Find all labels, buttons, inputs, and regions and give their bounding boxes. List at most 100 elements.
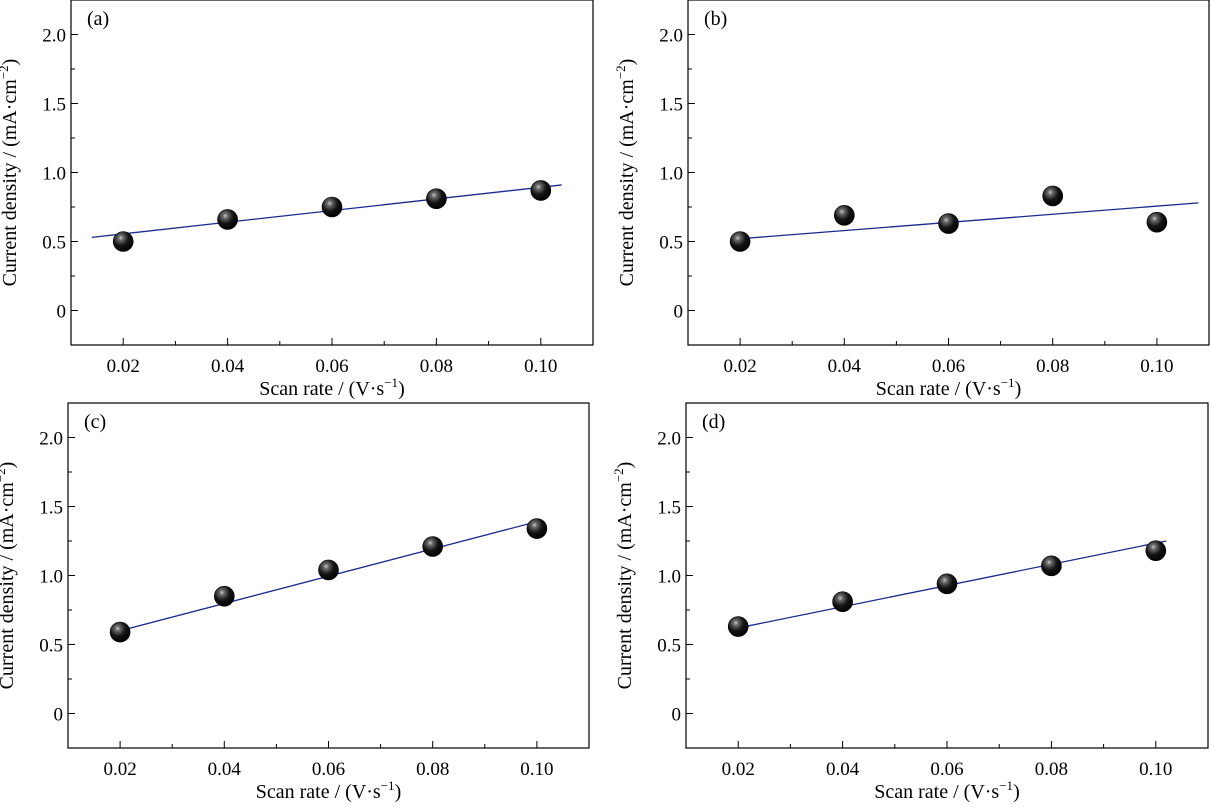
data-point [727,616,749,637]
y-tick-label: 1.5 [659,95,683,116]
x-tick-label: 0.02 [103,759,136,780]
data-point [1041,555,1062,577]
y-tick-label: 2.0 [42,26,66,47]
y-axis-title-sup: −2 [613,65,628,79]
x-axis-title-main: Scan rate / (V·s [259,378,384,400]
x-axis-title: Scan rate / (V·s−1) [874,778,1019,803]
y-tick-label: 0.5 [659,233,683,254]
x-axis-title-main: Scan rate / (V·s [876,378,1001,400]
y-tick-label: 1.5 [39,498,63,519]
x-axis-title: Scan rate / (V·s−1) [876,375,1021,400]
chart-panel-a: 0.02 0.04 0.06 0.08 0.10 0 0.5 1.0 1.5 2.0 (a) Scan… [0,0,594,400]
data-point [530,180,552,201]
x-tick-label: 0.10 [520,759,553,780]
y-axis-title: Current density / (mA·cm−2) [0,462,18,690]
data-point [1145,540,1167,561]
x-tick-label: 0.10 [1140,356,1173,377]
x-tick-label: 0.08 [416,759,449,780]
y-tick-label: 2.0 [39,429,63,450]
y-tick-label: 1.0 [42,164,66,185]
chart-panel-c: 0.02 0.04 0.06 0.08 0.10 0 0.5 1.0 1.5 2.0 (c) Scan… [0,402,590,803]
x-tick-label: 0.02 [723,356,756,377]
y-tick-label: 0.5 [39,636,63,657]
data-point [112,231,134,252]
y-tick-label: 0 [54,705,64,726]
x-tick-label: 0.02 [107,356,140,377]
x-tick-label: 0.06 [312,759,345,780]
chart-panel-d: 0.02 0.04 0.06 0.08 0.10 0 0.5 1.0 1.5 2.0 (d) Scan… [611,402,1209,803]
y-tick-label: 0.5 [42,233,66,254]
data-point [1146,211,1168,233]
data-point [832,591,853,613]
data-point [526,518,548,539]
data-point [936,573,958,595]
panel-label: (c) [84,411,106,433]
x-axis-title-end: ) [395,781,402,803]
x-tick-label: 0.08 [1036,356,1069,377]
y-tick-label: 2.0 [659,26,683,47]
y-axis-title-end: ) [614,462,636,469]
y-axis-title-main: Current density / (mA·cm [614,482,636,690]
x-axis-title-sup: −1 [381,778,395,793]
y-tick-label: 0 [672,705,682,726]
y-axis-title-sup: −2 [611,468,626,482]
x-tick-label: 0.04 [828,356,862,377]
data-point [422,536,444,557]
x-tick-label: 0.04 [826,759,860,780]
x-tick-label: 0.06 [932,356,965,377]
data-point [109,621,131,643]
y-tick-label: 0 [57,302,67,323]
y-tick-label: 1.0 [657,567,681,588]
y-tick-label: 2.0 [657,429,681,450]
x-tick-label: 0.04 [208,759,242,780]
panel-label: (b) [704,8,727,30]
panel-label: (d) [702,411,725,433]
y-axis-title-end: ) [0,59,21,66]
data-point [214,585,235,607]
x-tick-label: 0.08 [420,356,453,377]
x-axis-title: Scan rate / (V·s−1) [256,778,401,803]
y-tick-label: 1.5 [657,498,681,519]
x-tick-label: 0.10 [1139,759,1172,780]
data-point [426,188,447,210]
data-point [217,209,238,230]
data-point [833,204,855,226]
data-point [729,231,751,252]
fit-line [740,202,1199,240]
x-axis-title-sup: −1 [999,778,1013,793]
plot-frame [70,0,594,346]
x-axis-title-end: ) [1015,378,1022,400]
x-axis-title: Scan rate / (V·s−1) [259,375,404,400]
x-tick-label: 0.06 [315,356,348,377]
y-tick-label: 1.0 [659,164,683,185]
x-tick-label: 0.02 [722,759,755,780]
x-axis-title-end: ) [398,378,405,400]
x-tick-label: 0.10 [524,356,557,377]
y-axis-title-main: Current density / (mA·cm [0,482,18,690]
chart-panel-b: 0.02 0.04 0.06 0.08 0.10 0 0.5 1.0 1.5 2.0 (b) Scan… [613,0,1210,400]
y-axis-title-sup: −2 [0,468,8,482]
y-tick-label: 0 [674,302,684,323]
x-axis-title-main: Scan rate / (V·s [874,781,999,803]
y-axis-title: Current density / (mA·cm−2) [0,59,21,287]
data-point [1042,185,1063,207]
y-axis-title-main: Current density / (mA·cm [616,79,638,287]
y-axis-title: Current density / (mA·cm−2) [611,462,636,690]
x-tick-label: 0.06 [930,759,963,780]
y-tick-label: 0.5 [657,636,681,657]
y-tick-label: 1.5 [42,95,66,116]
x-axis-title-sup: −1 [1001,375,1015,390]
y-axis-title-end: ) [0,462,18,469]
plot-frame [687,0,1210,346]
y-axis-title: Current density / (mA·cm−2) [613,59,638,287]
panel-label: (a) [87,8,109,30]
x-tick-label: 0.08 [1035,759,1068,780]
x-axis-title-main: Scan rate / (V·s [256,781,381,803]
y-axis-title-end: ) [616,59,638,66]
data-point [938,213,959,234]
data-point [321,196,343,218]
y-axis-title-sup: −2 [0,65,11,79]
x-axis-title-sup: −1 [384,375,398,390]
y-axis-title-main: Current density / (mA·cm [0,79,21,287]
